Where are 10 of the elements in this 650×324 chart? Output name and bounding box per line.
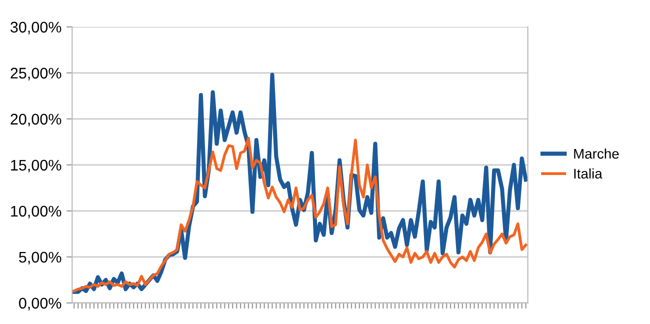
y-tick-label: 30,00% [10, 22, 62, 34]
y-tick-label: 5,00% [19, 252, 62, 264]
y-tick-label: 0,00% [19, 298, 62, 310]
legend-label: Italia [574, 168, 602, 179]
y-tick-label: 10,00% [11, 206, 62, 218]
line-series [72, 136, 528, 292]
y-tick-label: 20,00% [10, 114, 62, 126]
y-tick-label: 15,00% [11, 160, 62, 172]
legend-label: Marche [574, 148, 619, 159]
y-tick-label: 25,00% [10, 68, 62, 80]
